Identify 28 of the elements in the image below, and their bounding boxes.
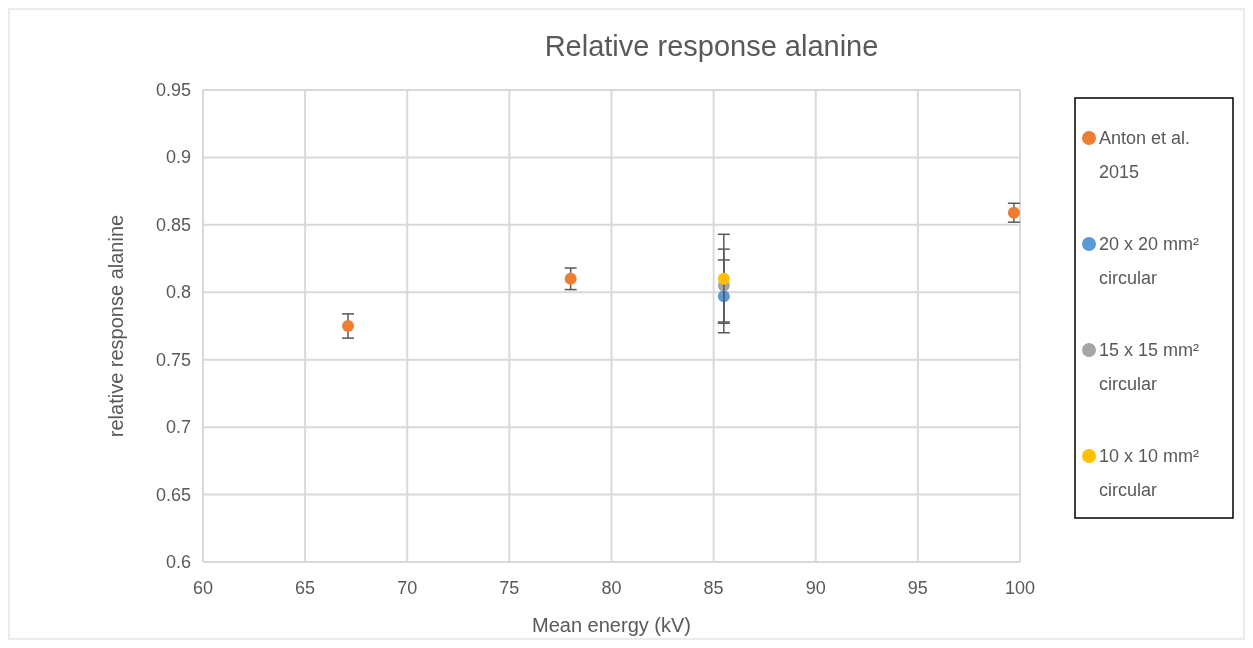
- x-tick-label: 90: [805, 578, 826, 598]
- x-tick-label: 65: [295, 578, 316, 598]
- y-tick-label: 0.85: [155, 214, 191, 235]
- point: [717, 272, 730, 285]
- x-tick-label: 100: [1004, 578, 1036, 598]
- legend-label: 15 x 15 mm² circular: [1099, 340, 1200, 394]
- x-tick-label: 95: [907, 578, 928, 598]
- legend-label: 10 x 10 mm² circular: [1099, 446, 1200, 500]
- point: [342, 320, 355, 332]
- y-tick-label: 0.8: [165, 282, 191, 303]
- y-tick-label: 0.7: [165, 417, 191, 438]
- x-tick-label: 75: [499, 578, 520, 598]
- x-tick-label: 80: [601, 578, 622, 598]
- y-axis-title: relative response alanine: [105, 214, 127, 438]
- y-tick-label: 0.75: [155, 349, 191, 370]
- legend-label: Anton et al. 2015: [1099, 128, 1191, 182]
- y-tick-label: 0.9: [165, 147, 191, 168]
- x-tick-label: 60: [192, 578, 214, 598]
- x-tick-label: 85: [703, 578, 724, 598]
- point: [564, 272, 577, 285]
- x-tick-label: 70: [397, 578, 418, 598]
- y-tick-label: 0.65: [155, 484, 191, 505]
- y-tick-label: 0.6: [165, 552, 191, 572]
- point: [1007, 206, 1020, 219]
- chart-title: Relative response alanine: [544, 30, 879, 62]
- x-axis-title: Mean energy (kV): [532, 614, 691, 636]
- legend-label: 20 x 20 mm² circular: [1099, 234, 1200, 288]
- y-tick-label: 0.95: [155, 80, 191, 100]
